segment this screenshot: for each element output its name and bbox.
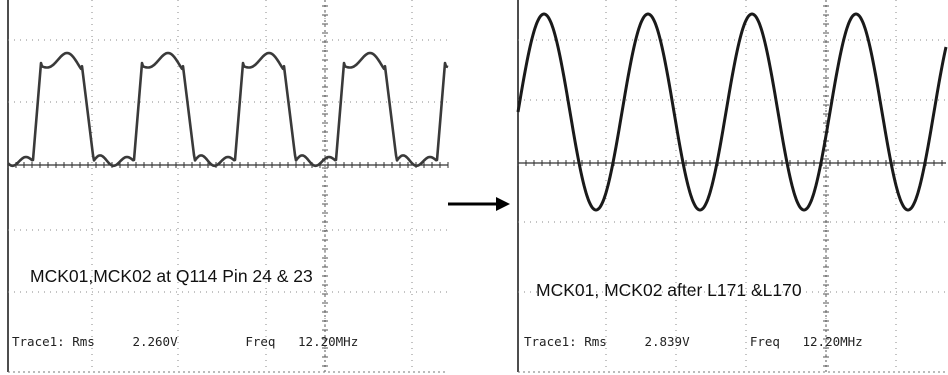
left-readout: Trace1: Rms 2.260V Freq 12.20MHz — [12, 334, 358, 349]
left-graticule — [7, 0, 449, 373]
right-rms-label: Rms — [584, 334, 607, 349]
right-arrow-icon — [448, 197, 510, 211]
right-rms-value: 2.839V — [644, 334, 690, 349]
right-scope-plot — [516, 0, 948, 373]
left-rms-label: Rms — [72, 334, 95, 349]
right-graticule — [517, 0, 946, 373]
right-freq-value: 12.20MHz — [802, 334, 863, 349]
left-scope-caption: MCK01,MCK02 at Q114 Pin 24 & 23 — [30, 266, 313, 286]
left-waveform-trace — [7, 51, 449, 168]
right-scope-caption: MCK01, MCK02 after L171 &L170 — [536, 280, 802, 300]
left-scope-panel: MCK01,MCK02 at Q114 Pin 24 & 23 Trace1: … — [0, 0, 450, 375]
right-readout: Trace1: Rms 2.839V Freq 12.20MHz — [524, 334, 863, 349]
right-freq-label: Freq — [749, 334, 780, 349]
left-scope-plot — [7, 0, 449, 373]
left-freq-label: Freq — [245, 334, 276, 349]
left-rms-value: 2.260V — [132, 334, 178, 349]
right-waveform-trace — [516, 12, 948, 212]
left-freq-value: 12.20MHz — [298, 334, 359, 349]
left-trace-label: Trace1: — [12, 334, 65, 349]
right-scope-panel: MCK01, MCK02 after L171 &L170 Trace1: Rm… — [516, 0, 948, 375]
right-trace-label: Trace1: — [524, 334, 577, 349]
